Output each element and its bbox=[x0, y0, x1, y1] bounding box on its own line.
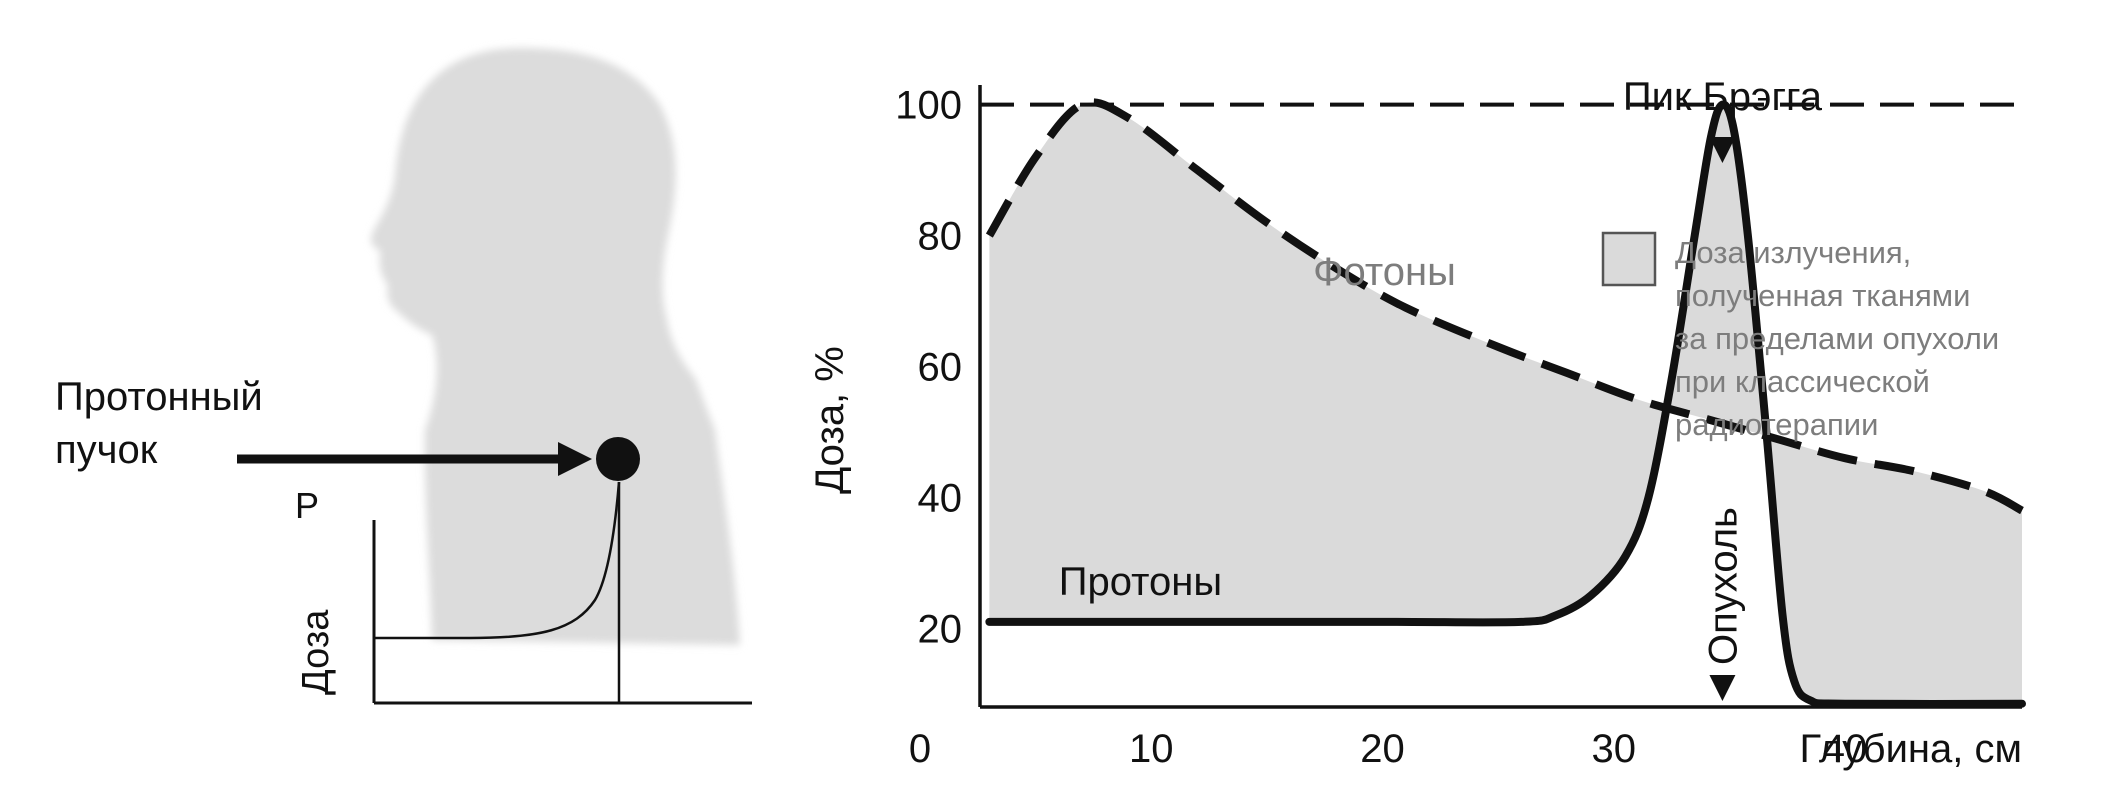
beam-label-line1: Протонный bbox=[55, 375, 263, 419]
mini-dose-curve bbox=[374, 481, 621, 640]
y-tick-label-40: 40 bbox=[918, 476, 963, 520]
x-tick-label-30: 30 bbox=[1592, 727, 1637, 771]
x-axis-title: Глубина, см bbox=[1799, 727, 2022, 771]
head-silhouette bbox=[371, 48, 740, 645]
axis-ticks: 20 40 60 80 100 0 10 20 30 40 bbox=[895, 84, 1867, 771]
beam-label-line2: пучок bbox=[55, 428, 158, 472]
tumor-dot bbox=[596, 437, 640, 481]
y-tick-label-60: 60 bbox=[918, 346, 963, 390]
legend-line-3: за пределами опухоли bbox=[1675, 321, 1999, 356]
bragg-peak-label: Пик Брэгга bbox=[1623, 75, 1823, 119]
x-tick-label-40: 40 bbox=[1823, 727, 1868, 771]
protons-series-label: Протоны bbox=[1059, 560, 1222, 604]
legend-line-2: полученная тканями bbox=[1675, 278, 1970, 313]
left-panel: Протонный пучок P Доза bbox=[55, 48, 752, 705]
bragg-peak-marker-top bbox=[1709, 137, 1736, 163]
y-tick-label-80: 80 bbox=[918, 215, 963, 259]
bragg-peak-annotation: Пик Брэгга Опухоль bbox=[1623, 75, 1823, 701]
legend: Доза излучения, полученная тканями за пр… bbox=[1601, 231, 1999, 442]
proton-dose-line bbox=[985, 100, 2026, 708]
y-axis-title: Доза, % bbox=[808, 346, 852, 494]
x-tick-label-20: 20 bbox=[1360, 727, 1405, 771]
legend-line-1: Доза излучения, bbox=[1675, 235, 1911, 270]
mini-axis-p-label: P bbox=[295, 485, 319, 526]
shaded-excess-dose-area bbox=[989, 102, 2022, 704]
beam-arrow-head bbox=[558, 442, 592, 476]
legend-line-5: радиотерапии bbox=[1675, 407, 1878, 442]
photons-series-label: Фотоны bbox=[1313, 250, 1456, 294]
legend-swatch bbox=[1601, 231, 1657, 287]
tumor-marker-bottom bbox=[1709, 675, 1736, 701]
x-tick-label-10: 10 bbox=[1129, 727, 1174, 771]
x-tick-label-0: 0 bbox=[909, 727, 931, 771]
tumor-label: Опухоль bbox=[1701, 507, 1745, 665]
mini-axis-dose-label: Доза bbox=[295, 609, 337, 695]
legend-line-4: при классической bbox=[1675, 364, 1930, 399]
y-tick-label-100: 100 bbox=[895, 84, 962, 128]
photon-dose-line bbox=[985, 98, 2024, 515]
y-tick-label-20: 20 bbox=[918, 607, 963, 651]
